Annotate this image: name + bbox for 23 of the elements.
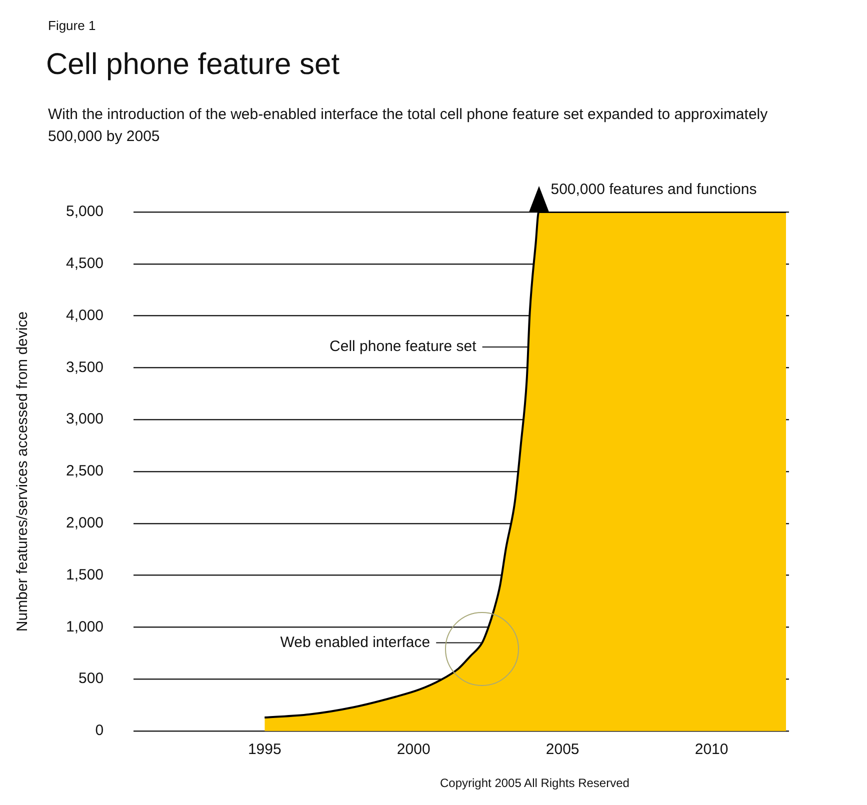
annotation: Cell phone feature set bbox=[330, 338, 478, 356]
chart-title: Cell phone feature set bbox=[46, 48, 340, 82]
y-tick-label: 2,500 bbox=[66, 462, 104, 480]
y-tick-label: 4,000 bbox=[66, 306, 104, 324]
annotation: Web enabled interface bbox=[280, 634, 430, 651]
y-tick-label: 5,000 bbox=[66, 203, 104, 220]
y-tick-label: 1,500 bbox=[66, 566, 104, 584]
text: Copyright 2005 All Rights Reserved bbox=[440, 776, 630, 790]
annotation: 500,000 features and functions bbox=[550, 181, 757, 198]
chart-subtitle: With the introduction of the web-enabled interface the total cell phone feature set expanded to approximately 500,000 by 2005 bbox=[48, 105, 769, 147]
x-tick-label: 2000 bbox=[396, 741, 430, 758]
x-tick-label: 2010 bbox=[694, 741, 728, 758]
y-tick-label: 0 bbox=[95, 722, 104, 740]
caption: Figure 1 bbox=[48, 18, 96, 33]
x-tick-label: 2005 bbox=[546, 741, 580, 758]
y-tick-label: 2,000 bbox=[66, 514, 104, 532]
y-tick-label: 3,500 bbox=[66, 358, 104, 376]
y-tick-label: 3,000 bbox=[66, 410, 104, 428]
x-tick-label: 1995 bbox=[248, 741, 282, 758]
y-tick-label: 1,000 bbox=[66, 618, 104, 636]
y-tick-label: 500 bbox=[78, 670, 104, 688]
y-axis-title: Number features/services accessed from device bbox=[14, 311, 32, 632]
y-tick-label: 4,500 bbox=[66, 255, 104, 272]
